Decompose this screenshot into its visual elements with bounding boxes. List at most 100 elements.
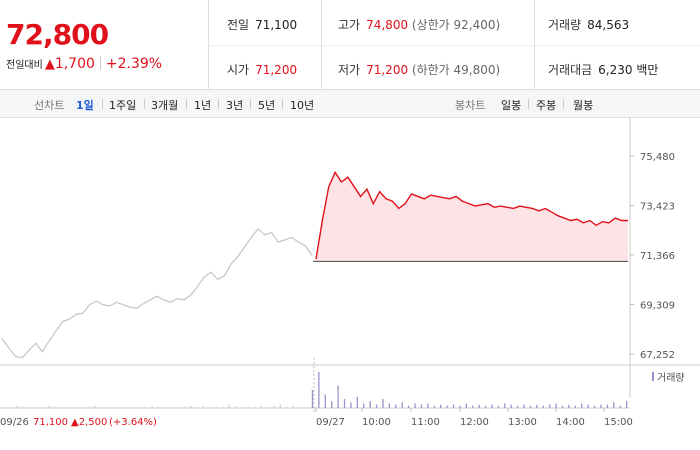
- volume-bar: [145, 406, 147, 408]
- candle-tab-weekly[interactable]: 주봉: [536, 99, 557, 112]
- volume-bar: [4, 406, 6, 408]
- volume-bar: [29, 406, 31, 408]
- volume-bar: [395, 404, 397, 408]
- volume-bar: [48, 405, 51, 408]
- volume-bar: [350, 402, 352, 408]
- volume-bar: [23, 406, 25, 408]
- volume-bar: [478, 404, 480, 408]
- volume-bar: [113, 406, 115, 408]
- volume-bar: [292, 405, 294, 408]
- volume-bar: [241, 406, 243, 408]
- volume-bar: [170, 406, 173, 408]
- volume-bar: [465, 403, 467, 408]
- up-arrow-icon: ▲: [44, 57, 55, 72]
- prev-day-date: 09/26: [0, 417, 29, 428]
- volume-bar: [183, 406, 185, 408]
- period-tab-3m[interactable]: 3개월: [151, 99, 179, 112]
- volume-bar: [619, 405, 621, 408]
- volume-bar: [401, 402, 403, 408]
- volume-bar: [138, 406, 140, 408]
- divider: [282, 99, 283, 109]
- volume-bar: [600, 404, 602, 408]
- stock-summary-panel: 72,800 전일대비 ▲1,700 +2.39% 전일 71,100 고가 74,80…: [0, 0, 700, 90]
- volume-bar: [516, 405, 519, 408]
- today-price-area: [316, 172, 628, 262]
- volume-bar: [10, 406, 12, 408]
- volume-bar: [189, 405, 192, 408]
- volume-bar: [356, 396, 358, 408]
- y-tick-label: 75,480: [640, 152, 675, 163]
- volume-bar: [549, 404, 551, 408]
- prev-day-percent: (+3.64%): [109, 417, 157, 428]
- period-tab-10y[interactable]: 10년: [290, 99, 315, 112]
- stat-amount: 거래대금 6,230 백만: [548, 63, 659, 77]
- volume-bar: [613, 402, 615, 408]
- period-tab-1y[interactable]: 1년: [194, 99, 212, 112]
- period-tab-1d[interactable]: 1일: [76, 99, 94, 112]
- volume-bar: [157, 406, 160, 408]
- volume-bar: [318, 372, 320, 408]
- volume-bar: [561, 405, 564, 408]
- divider: [250, 99, 251, 109]
- volume-bar: [491, 404, 493, 408]
- volume-bar: [536, 404, 538, 408]
- current-price: 72,800: [6, 18, 109, 51]
- y-tick-label: 67,252: [640, 350, 675, 361]
- period-tab-3y[interactable]: 3년: [226, 99, 244, 112]
- candle-tab-daily[interactable]: 일봉: [501, 99, 522, 112]
- volume-bar: [93, 405, 96, 408]
- stat-open: 시가 71,200: [227, 63, 298, 77]
- stat-volume: 거래량 84,563: [548, 18, 630, 32]
- volume-bar: [80, 406, 83, 408]
- divider: [99, 56, 101, 70]
- volume-bar: [375, 404, 378, 408]
- volume-bar: [440, 404, 442, 408]
- volume-bar: [132, 406, 134, 408]
- change-amount: 1,700: [54, 56, 95, 72]
- volume-bar: [209, 406, 211, 408]
- volume-bar: [337, 385, 339, 408]
- period-tab-1w[interactable]: 1주일: [109, 99, 137, 112]
- volume-bar: [497, 405, 500, 408]
- prev-day-change: ▲2,500: [71, 417, 107, 428]
- volume-bar: [42, 406, 44, 408]
- volume-bar: [363, 403, 365, 408]
- volume-bar: [36, 406, 38, 408]
- volume-bar: [279, 404, 282, 408]
- volume-bar: [523, 404, 525, 408]
- volume-bar: [196, 406, 198, 408]
- stat-high: 고가 74,800 (상한가 92,400): [338, 18, 501, 32]
- candle-chart-label: 봉차트: [455, 99, 486, 112]
- volume-bar: [343, 399, 346, 408]
- volume-bar: [100, 406, 102, 408]
- change-percent: +2.39%: [105, 56, 163, 72]
- volume-bar: [587, 404, 589, 408]
- y-tick-label: 69,309: [640, 301, 675, 312]
- period-tab-5y[interactable]: 5년: [258, 99, 276, 112]
- volume-bar: [414, 403, 416, 408]
- volume-bar: [68, 406, 70, 408]
- previous-day-line: [1, 227, 313, 359]
- volume-bar: [388, 403, 391, 408]
- volume-bar: [266, 406, 269, 408]
- volume-bar: [427, 403, 429, 408]
- volume-bar: [260, 405, 262, 408]
- y-tick-label: 71,366: [640, 251, 675, 262]
- candle-tab-monthly[interactable]: 월봉: [573, 99, 594, 112]
- volume-bar: [459, 405, 461, 408]
- volume-bar: [529, 405, 532, 408]
- volume-bar: [55, 406, 57, 408]
- volume-bar: [298, 406, 301, 408]
- volume-bar: [234, 405, 237, 408]
- volume-bar: [61, 406, 64, 408]
- volume-bar: [16, 405, 19, 408]
- volume-bar: [593, 405, 596, 408]
- volume-legend-swatch: [652, 372, 654, 381]
- volume-bar: [568, 404, 570, 408]
- stat-prev-close: 전일 71,100: [227, 18, 298, 32]
- x-tick-label: 13:00: [508, 417, 537, 428]
- volume-bar: [247, 406, 249, 408]
- volume-legend-label: 거래량: [657, 372, 685, 384]
- volume-bar: [452, 404, 455, 408]
- volume-bar: [626, 401, 628, 408]
